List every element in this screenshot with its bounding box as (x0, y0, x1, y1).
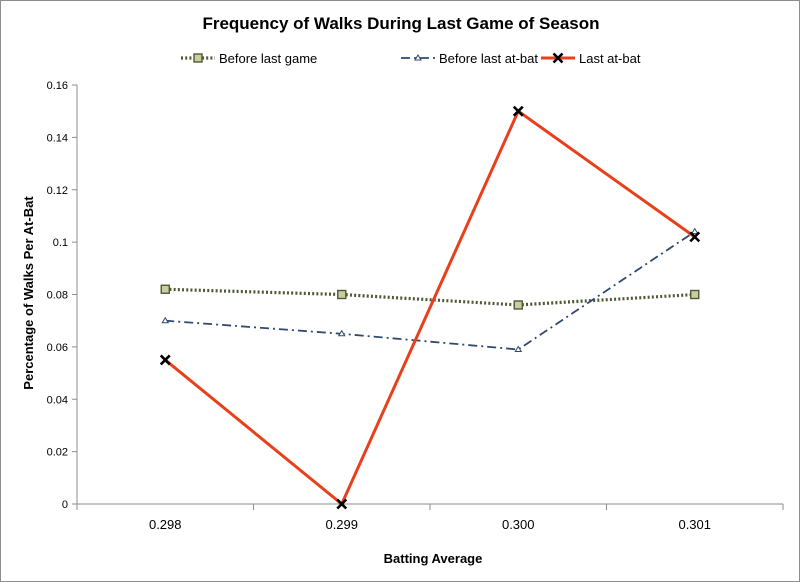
legend-item: Before last game (181, 51, 317, 66)
y-tick-label: 0.14 (47, 132, 68, 144)
data-point (337, 289, 347, 300)
legend-item: Last at-bat (541, 51, 641, 66)
x-axis-title: Batting Average (384, 551, 483, 566)
y-tick-label: 0.12 (47, 185, 68, 197)
series-line (165, 287, 695, 307)
legend-label: Before last at-bat (439, 51, 538, 66)
data-point (161, 316, 170, 324)
data-point (513, 300, 523, 310)
data-point (159, 354, 171, 366)
data-point (690, 289, 700, 300)
legend-marker (552, 52, 564, 64)
y-tick-label: 0.16 (47, 80, 68, 92)
legend-marker (414, 54, 422, 61)
y-tick-label: 0.06 (47, 342, 68, 354)
series-1 (160, 284, 700, 310)
y-tick-label: 0.08 (47, 290, 68, 302)
legend-label: Last at-bat (579, 51, 641, 66)
x-axis-ticks: 0.298 0.299 0.300 0.301 (76, 504, 784, 532)
y-tick-label: 0.04 (47, 394, 68, 406)
legend-label: Before last game (219, 51, 317, 66)
y-tick-label: 0.02 (47, 447, 68, 459)
data-point (689, 231, 701, 243)
y-axis-title: Percentage of Walks Per At-Bat (21, 196, 36, 390)
x-tick-label: 0.301 (678, 517, 711, 532)
series-layer (159, 105, 701, 510)
series-line (165, 230, 696, 351)
data-point (690, 227, 699, 235)
series-line (164, 108, 696, 507)
data-point (514, 345, 523, 352)
legend-item: Before last at-bat (401, 51, 538, 66)
y-axis-ticks: 0 0.02 0.04 0.06 0.08 0.1 0.12 0.14 0.16 (47, 80, 77, 511)
legend: Before last game Before last at-bat Last a… (181, 51, 641, 66)
data-point (336, 498, 348, 510)
data-point (337, 329, 346, 337)
x-tick-label: 0.300 (502, 517, 535, 532)
chart-title: Frequency of Walks During Last Game of S… (202, 14, 599, 33)
x-tick-label: 0.298 (149, 517, 182, 532)
data-point (160, 284, 170, 294)
data-point (512, 105, 524, 117)
series-2 (161, 227, 699, 352)
y-tick-label: 0 (62, 499, 68, 511)
legend-marker (193, 53, 203, 63)
series-3 (159, 105, 701, 510)
x-tick-label: 0.299 (325, 517, 358, 532)
y-tick-label: 0.1 (53, 237, 68, 249)
